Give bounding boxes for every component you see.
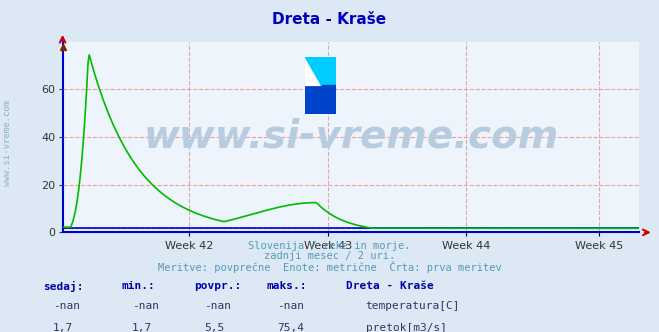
Text: 5,5: 5,5 xyxy=(204,323,225,332)
Text: -nan: -nan xyxy=(53,301,80,311)
Text: zadnji mesec / 2 uri.: zadnji mesec / 2 uri. xyxy=(264,251,395,261)
Bar xyxy=(304,85,336,114)
Text: www.si-vreme.com: www.si-vreme.com xyxy=(143,118,559,156)
Text: pretok[m3/s]: pretok[m3/s] xyxy=(366,323,447,332)
Text: -nan: -nan xyxy=(132,301,159,311)
Text: temperatura[C]: temperatura[C] xyxy=(366,301,460,311)
Text: sedaj:: sedaj: xyxy=(43,281,83,291)
Text: povpr.:: povpr.: xyxy=(194,281,242,290)
Text: Meritve: povprečne  Enote: metrične  Črta: prva meritev: Meritve: povprečne Enote: metrične Črta:… xyxy=(158,261,501,273)
Text: -nan: -nan xyxy=(277,301,304,311)
Text: min.:: min.: xyxy=(122,281,156,290)
Text: 1,7: 1,7 xyxy=(132,323,152,332)
Text: 75,4: 75,4 xyxy=(277,323,304,332)
Text: www.si-vreme.com: www.si-vreme.com xyxy=(3,100,13,186)
Text: Dreta - Kraše: Dreta - Kraše xyxy=(346,281,434,290)
Text: 1,7: 1,7 xyxy=(53,323,73,332)
Bar xyxy=(320,57,336,85)
Text: Slovenija / reke in morje.: Slovenija / reke in morje. xyxy=(248,241,411,251)
Text: maks.:: maks.: xyxy=(267,281,307,290)
Polygon shape xyxy=(304,57,320,85)
Text: -nan: -nan xyxy=(204,301,231,311)
Text: Dreta - Kraše: Dreta - Kraše xyxy=(272,12,387,27)
Bar xyxy=(304,57,320,85)
Polygon shape xyxy=(304,57,320,85)
